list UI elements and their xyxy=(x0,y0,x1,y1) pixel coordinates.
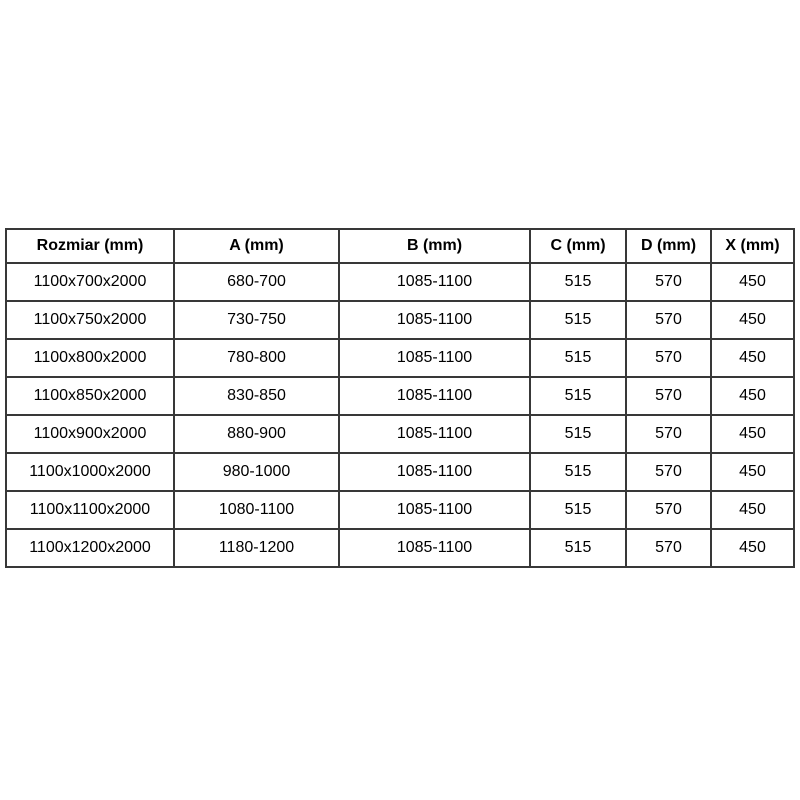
column-header: A (mm) xyxy=(173,228,340,264)
table-cell: 515 xyxy=(529,338,627,378)
table-cell: 570 xyxy=(625,528,712,568)
table-row: 1100x1000x2000 980-1000 1085-1100 515 570 450 xyxy=(5,452,795,492)
table-header-row: Rozmiar (mm) A (mm) B (mm) C (mm) D (mm) X (m… xyxy=(5,228,795,264)
table-cell: 570 xyxy=(625,262,712,302)
table-cell: 780-800 xyxy=(173,338,340,378)
table-cell: 450 xyxy=(710,262,795,302)
table-cell: 1100x1200x2000 xyxy=(5,528,175,568)
table-cell: 515 xyxy=(529,490,627,530)
column-header: X (mm) xyxy=(710,228,795,264)
table-row: 1100x750x2000 730-750 1085-1100 515 570 450 xyxy=(5,300,795,340)
table-cell: 515 xyxy=(529,300,627,340)
table-cell: 1100x750x2000 xyxy=(5,300,175,340)
table-cell: 1180-1200 xyxy=(173,528,340,568)
table-cell: 515 xyxy=(529,528,627,568)
table-cell: 450 xyxy=(710,300,795,340)
table-cell: 570 xyxy=(625,338,712,378)
table-body: 1100x700x2000 680-700 1085-1100 515 570 450 11… xyxy=(5,262,795,568)
table-cell: 570 xyxy=(625,376,712,416)
table-cell: 515 xyxy=(529,452,627,492)
column-header: C (mm) xyxy=(529,228,627,264)
table-cell: 880-900 xyxy=(173,414,340,454)
table-cell: 1085-1100 xyxy=(338,376,531,416)
table-row: 1100x900x2000 880-900 1085-1100 515 570 450 xyxy=(5,414,795,454)
table-row: 1100x800x2000 780-800 1085-1100 515 570 450 xyxy=(5,338,795,378)
table-cell: 1100x850x2000 xyxy=(5,376,175,416)
table-cell: 450 xyxy=(710,376,795,416)
table-cell: 1100x900x2000 xyxy=(5,414,175,454)
table-cell: 1085-1100 xyxy=(338,414,531,454)
column-header: D (mm) xyxy=(625,228,712,264)
table-cell: 515 xyxy=(529,376,627,416)
table-cell: 450 xyxy=(710,528,795,568)
table-cell: 1100x800x2000 xyxy=(5,338,175,378)
table-cell: 450 xyxy=(710,414,795,454)
dimensions-table: Rozmiar (mm) A (mm) B (mm) C (mm) D (mm) X (m… xyxy=(5,228,795,568)
table-row: 1100x1100x2000 1080-1100 1085-1100 515 570 45… xyxy=(5,490,795,530)
table-cell: 1085-1100 xyxy=(338,338,531,378)
table-cell: 570 xyxy=(625,490,712,530)
table-cell: 570 xyxy=(625,414,712,454)
column-header: Rozmiar (mm) xyxy=(5,228,175,264)
table-cell: 450 xyxy=(710,452,795,492)
table-cell: 1085-1100 xyxy=(338,490,531,530)
table-cell: 730-750 xyxy=(173,300,340,340)
table-cell: 1085-1100 xyxy=(338,262,531,302)
table-cell: 980-1000 xyxy=(173,452,340,492)
table-cell: 450 xyxy=(710,490,795,530)
table-cell: 1085-1100 xyxy=(338,452,531,492)
table-cell: 515 xyxy=(529,262,627,302)
table-cell: 450 xyxy=(710,338,795,378)
table-row: 1100x1200x2000 1180-1200 1085-1100 515 570 45… xyxy=(5,528,795,568)
table-header: Rozmiar (mm) A (mm) B (mm) C (mm) D (mm) X (m… xyxy=(5,228,795,264)
table-cell: 680-700 xyxy=(173,262,340,302)
table-row: 1100x700x2000 680-700 1085-1100 515 570 450 xyxy=(5,262,795,302)
table-cell: 515 xyxy=(529,414,627,454)
table-cell: 1080-1100 xyxy=(173,490,340,530)
table-cell: 570 xyxy=(625,300,712,340)
spec-table-container: Rozmiar (mm) A (mm) B (mm) C (mm) D (mm) X (m… xyxy=(5,228,795,568)
table-cell: 1100x1000x2000 xyxy=(5,452,175,492)
table-cell: 1100x700x2000 xyxy=(5,262,175,302)
table-cell: 1085-1100 xyxy=(338,300,531,340)
table-cell: 1100x1100x2000 xyxy=(5,490,175,530)
column-header: B (mm) xyxy=(338,228,531,264)
table-cell: 1085-1100 xyxy=(338,528,531,568)
table-row: 1100x850x2000 830-850 1085-1100 515 570 450 xyxy=(5,376,795,416)
table-cell: 830-850 xyxy=(173,376,340,416)
table-cell: 570 xyxy=(625,452,712,492)
